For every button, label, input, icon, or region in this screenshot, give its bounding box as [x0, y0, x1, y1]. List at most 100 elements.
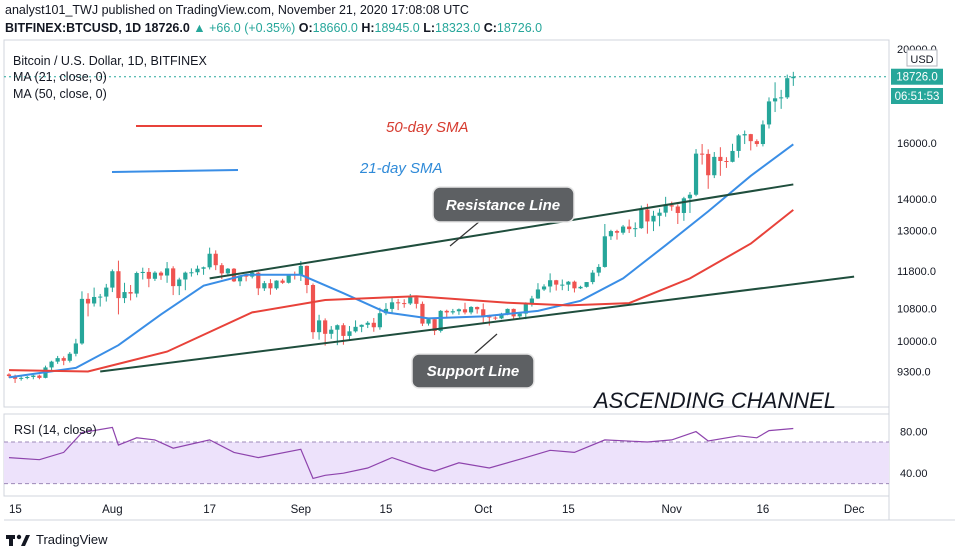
close-label: C: [483, 21, 497, 35]
ohlc-line: BITFINEX:BTCUSD, 1D 18726.0 ▲ +66.0 (+0.… [5, 21, 542, 35]
candle [183, 271, 188, 291]
candle-body [438, 310, 443, 331]
candle-body [462, 309, 468, 313]
candle-body [475, 306, 480, 310]
candle-body [207, 253, 212, 268]
candle-body [505, 308, 510, 314]
tradingview-logo-icon [6, 533, 30, 547]
candle-body [669, 205, 674, 207]
resistance-callout-text: Resistance Line [446, 197, 560, 214]
candle [548, 273, 553, 293]
candle-body [146, 271, 151, 279]
candle [110, 269, 115, 293]
candle [414, 296, 419, 309]
price-tick-label: 10800.0 [897, 304, 937, 316]
candle-body [700, 153, 705, 155]
candle [61, 356, 66, 366]
candle-body [614, 231, 620, 233]
footer[interactable]: TradingView [6, 532, 108, 547]
candle [177, 277, 182, 296]
candle [128, 285, 133, 301]
candle-body [499, 313, 504, 319]
candle [396, 298, 401, 311]
candle-body [341, 325, 346, 336]
tradingview-brand: TradingView [36, 532, 108, 547]
candle [73, 338, 78, 357]
candle [158, 271, 164, 280]
candle [268, 279, 273, 295]
candle-body [189, 272, 194, 274]
candle [213, 250, 218, 271]
candle [633, 222, 638, 237]
currency-box[interactable] [906, 49, 938, 67]
last-price-label: 18726.0 [896, 72, 938, 84]
candle-body [201, 267, 206, 269]
candle [541, 284, 547, 291]
price-tick-label: 10000.0 [897, 336, 937, 348]
close-value: 18726.0 [496, 21, 543, 35]
candle [681, 196, 686, 221]
candle-body [152, 272, 158, 279]
resistance-line [209, 183, 794, 280]
candle-body [195, 268, 200, 273]
time-tick-label: 15 [562, 504, 575, 516]
candle-body [541, 286, 547, 290]
candle-body [578, 286, 583, 289]
candle [620, 224, 626, 235]
candle-body [736, 135, 741, 151]
candle [748, 133, 753, 151]
candle [98, 293, 103, 307]
candle-body [748, 134, 753, 142]
candle-body [19, 377, 24, 379]
candle [760, 120, 766, 147]
candle-body [171, 268, 176, 287]
rsi-legend[interactable]: RSI (14, close) [14, 423, 97, 437]
candle-body [304, 265, 310, 286]
candle-body [493, 317, 498, 319]
time-tick-label: 15 [9, 504, 22, 516]
rsi-line [8, 426, 794, 480]
time-tick-label: Sep [291, 504, 311, 516]
candle-body [116, 271, 121, 299]
sma21-annotation: 21-day SMA [359, 160, 443, 177]
support-callout-text: Support Line [427, 363, 520, 380]
legend-ma50[interactable]: MA (50, close, 0) [13, 87, 107, 101]
candle-body [675, 206, 680, 213]
countdown-box [891, 88, 943, 104]
candle-body [608, 231, 614, 237]
candle [195, 265, 200, 276]
candle [316, 314, 322, 340]
candle [152, 271, 158, 281]
candle-body [140, 271, 145, 274]
candle-body [523, 303, 528, 314]
candle [310, 283, 316, 339]
candle [201, 266, 206, 275]
candle-body [456, 309, 462, 312]
candle [164, 262, 170, 283]
candle [134, 271, 139, 298]
candle-body [627, 226, 632, 230]
candle-body [244, 275, 249, 277]
candle-body [754, 141, 759, 145]
candle-body [262, 283, 267, 289]
candle [171, 266, 176, 296]
candle [779, 89, 784, 109]
candle [627, 219, 632, 234]
candle [687, 192, 693, 213]
candle-body [420, 303, 425, 324]
candle [718, 147, 723, 176]
published-text: analyst101_TWJ published on TradingView.… [5, 3, 469, 17]
candle-body [590, 272, 595, 283]
legend-ma21[interactable]: MA (21, close, 0) [13, 70, 107, 84]
candle-body [377, 313, 382, 328]
candle [608, 229, 614, 240]
open-value: 18660.0 [312, 21, 358, 35]
main-pane[interactable] [3, 39, 890, 408]
candle-body [128, 292, 133, 294]
candle-body [286, 274, 291, 283]
symbol-text: BITFINEX:BTCUSD, 1D 18726.0 [5, 21, 190, 35]
currency-label: USD [910, 54, 933, 66]
time-tick-label: Dec [844, 504, 865, 516]
candle-body [535, 289, 541, 299]
